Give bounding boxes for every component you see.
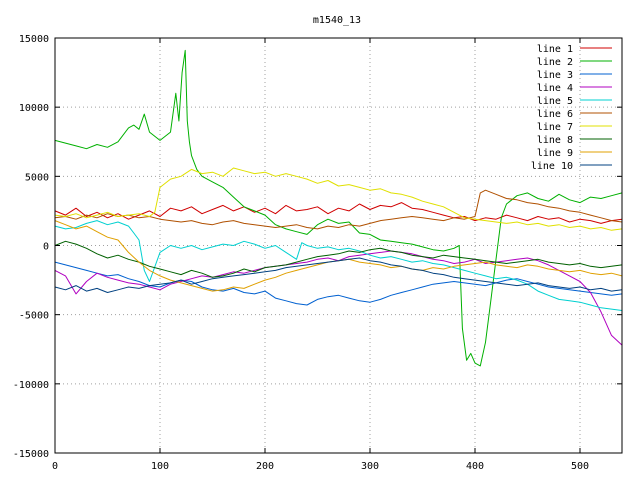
series-line-2 — [54, 49, 623, 367]
y-tick-label: -15000 — [13, 449, 49, 460]
series-line-4 — [54, 250, 623, 346]
legend-label: line 9 — [537, 148, 573, 159]
series-line-3 — [54, 261, 623, 306]
x-tick-label: 300 — [361, 461, 379, 472]
y-tick-label: 15000 — [19, 34, 49, 45]
series-line-7 — [54, 167, 623, 231]
legend-label: line 7 — [537, 122, 573, 133]
y-tick-label: -10000 — [13, 380, 49, 391]
x-tick-label: 100 — [151, 461, 169, 472]
x-tick-label: 0 — [52, 461, 58, 472]
x-tick-label: 500 — [571, 461, 589, 472]
legend-label: line 6 — [537, 109, 573, 120]
series-line-9 — [54, 220, 623, 292]
series-line-10 — [54, 257, 623, 293]
legend-label: line 3 — [537, 70, 573, 81]
series-layer — [54, 49, 623, 367]
series-line-1 — [54, 202, 623, 224]
ticks-layer: 0 100 200 300 400 500 -15000 -10000 -5000 0 5000 10… — [13, 34, 622, 472]
legend-label: line 4 — [537, 83, 573, 94]
y-tick-label: 10000 — [19, 103, 49, 114]
y-tick-label: 5000 — [25, 172, 49, 183]
y-tick-label: -5000 — [19, 311, 49, 322]
legend: line 1 line 2 line 3 line 4 line 5 line 6 line… — [531, 44, 612, 172]
series-line-5 — [54, 220, 623, 311]
series-line-8 — [54, 240, 623, 278]
x-tick-label: 200 — [256, 461, 274, 472]
series-line-6 — [54, 189, 623, 230]
legend-label: line 8 — [537, 135, 573, 146]
legend-label: line 1 — [537, 44, 573, 55]
x-tick-label: 400 — [466, 461, 484, 472]
grid-layer — [55, 38, 622, 453]
chart-title: m1540_13 — [313, 15, 361, 26]
y-tick-label: 0 — [43, 242, 49, 253]
legend-label: line 5 — [537, 96, 573, 107]
legend-label: line 2 — [537, 57, 573, 68]
legend-label: line 10 — [531, 161, 573, 172]
